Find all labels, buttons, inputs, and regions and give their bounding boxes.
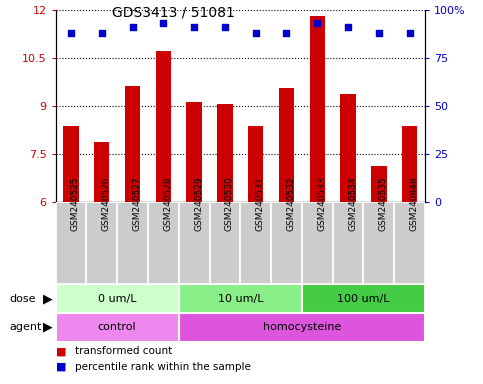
Bar [210, 202, 240, 284]
Bar [148, 202, 179, 284]
Bar [333, 202, 364, 284]
Bar [364, 202, 394, 284]
Text: ▶: ▶ [43, 321, 52, 334]
Point [375, 30, 383, 36]
Text: agent: agent [10, 322, 42, 333]
Point [128, 24, 136, 30]
Point [283, 30, 290, 36]
Text: transformed count: transformed count [75, 346, 172, 356]
Text: GSM240535: GSM240535 [379, 177, 388, 232]
Text: GSM240529: GSM240529 [194, 177, 203, 232]
Bar [56, 284, 179, 313]
Text: GSM240533: GSM240533 [317, 177, 327, 232]
Text: GSM240848: GSM240848 [410, 177, 419, 232]
Bar [186, 103, 202, 202]
Bar [56, 202, 86, 284]
Text: 100 um/L: 100 um/L [337, 293, 390, 304]
Bar [179, 313, 425, 342]
Bar [94, 142, 110, 202]
Text: GSM240530: GSM240530 [225, 177, 234, 232]
Text: 0 um/L: 0 um/L [98, 293, 136, 304]
Bar [271, 202, 302, 284]
Point [252, 30, 259, 36]
Point [344, 24, 352, 30]
Point [190, 24, 198, 30]
Bar [310, 16, 325, 202]
Bar [302, 202, 333, 284]
Bar [248, 126, 263, 202]
Bar [117, 202, 148, 284]
Bar [179, 202, 210, 284]
Text: ■: ■ [56, 362, 66, 372]
Point [159, 20, 167, 26]
Text: ▶: ▶ [43, 292, 52, 305]
Bar [279, 88, 294, 202]
Bar [371, 166, 386, 202]
Bar [56, 313, 179, 342]
Point [406, 30, 413, 36]
Bar [240, 202, 271, 284]
Bar [156, 51, 171, 202]
Text: control: control [98, 322, 136, 333]
Text: 10 um/L: 10 um/L [217, 293, 263, 304]
Text: GSM240534: GSM240534 [348, 177, 357, 232]
Bar [125, 86, 140, 202]
Point [221, 24, 229, 30]
Text: dose: dose [10, 293, 36, 304]
Text: homocysteine: homocysteine [263, 322, 341, 333]
Point [67, 30, 75, 36]
Bar [63, 126, 79, 202]
Text: GSM240532: GSM240532 [286, 177, 296, 232]
Bar [179, 284, 302, 313]
Text: GSM240528: GSM240528 [163, 177, 172, 232]
Bar [302, 284, 425, 313]
Text: ■: ■ [56, 346, 66, 356]
Text: GSM240531: GSM240531 [256, 177, 265, 232]
Text: GSM240525: GSM240525 [71, 177, 80, 232]
Point [98, 30, 106, 36]
Bar [402, 126, 417, 202]
Bar [217, 104, 233, 202]
Point [313, 20, 321, 26]
Text: GSM240527: GSM240527 [132, 177, 142, 232]
Text: GDS3413 / 51081: GDS3413 / 51081 [113, 6, 235, 20]
Text: GSM240526: GSM240526 [102, 177, 111, 232]
Bar [394, 202, 425, 284]
Bar [86, 202, 117, 284]
Bar [341, 94, 356, 202]
Text: percentile rank within the sample: percentile rank within the sample [75, 362, 251, 372]
